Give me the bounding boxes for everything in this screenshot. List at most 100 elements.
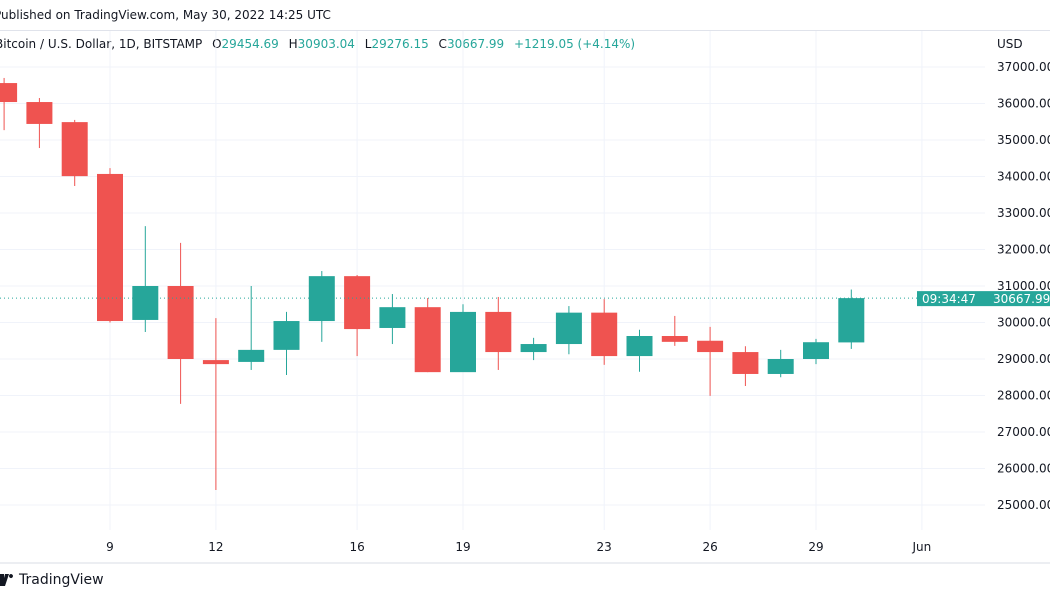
candle-body	[591, 312, 618, 357]
y-tick-label: 28000.00	[997, 389, 1050, 403]
x-tick-label: 29	[808, 540, 823, 554]
open-value: O29454.69	[212, 37, 279, 51]
y-tick-label: 26000.00	[997, 462, 1050, 476]
candle	[273, 311, 300, 376]
candle-body	[379, 307, 406, 328]
candle-body	[732, 352, 759, 374]
low-value: L29276.15	[365, 37, 429, 51]
y-tick-label: 37000.00	[997, 60, 1050, 74]
candle	[202, 318, 229, 491]
symbol-title: Bitcoin / U.S. Dollar, 1D, BITSTAMP	[0, 37, 203, 51]
candle-body	[308, 276, 335, 322]
candle-body	[132, 286, 159, 320]
candle-body	[414, 307, 441, 373]
candle-body	[555, 312, 582, 345]
candle	[838, 289, 865, 349]
candle	[555, 306, 582, 355]
candle	[132, 226, 159, 332]
candle-body	[167, 286, 194, 359]
candle-body	[97, 173, 123, 322]
candles	[0, 77, 865, 491]
candle	[450, 304, 476, 373]
y-tick-label: 29000.00	[997, 352, 1050, 366]
candle	[238, 286, 265, 370]
currency-label: USD	[997, 37, 1023, 51]
candle	[732, 346, 759, 387]
candle-body	[450, 311, 476, 373]
y-tick-label: 32000.00	[997, 243, 1050, 257]
x-tick-label: 23	[597, 540, 612, 554]
candle	[626, 329, 653, 372]
candle-body	[626, 336, 653, 357]
footer-divider	[0, 562, 1050, 564]
candle	[0, 77, 18, 131]
high-label: H	[288, 37, 298, 51]
x-tick-label: 16	[349, 540, 364, 554]
low-label: L	[364, 37, 372, 51]
x-tick-label: 19	[455, 540, 470, 554]
candle	[661, 315, 688, 346]
high-value: H30903.04	[289, 37, 355, 51]
open-number: 29454.69	[221, 37, 279, 51]
y-tick-label: 35000.00	[997, 133, 1050, 147]
candle-body	[520, 344, 547, 353]
y-tick-label: 36000.00	[997, 97, 1050, 111]
high-number: 30903.04	[297, 37, 355, 51]
candle	[26, 98, 53, 149]
open-label: O	[212, 37, 222, 51]
axes: 25000.00 26000.00 27000.00 28000.00 29000.00…	[0, 37, 1050, 554]
candle	[344, 275, 371, 357]
candle	[591, 299, 618, 365]
candle	[485, 296, 512, 370]
candle-body	[61, 122, 88, 177]
candle-body	[485, 311, 512, 353]
candle	[379, 294, 406, 345]
candle	[697, 326, 724, 396]
low-number: 29276.15	[371, 37, 429, 51]
y-tick-label: 25000.00	[997, 498, 1050, 512]
logo-text: TradingView	[19, 572, 104, 588]
y-tick-label: 30000.00	[997, 316, 1050, 330]
candle-body	[0, 83, 18, 103]
candle-body	[344, 276, 371, 330]
y-tick-label: 31000.00	[997, 279, 1050, 293]
candle	[414, 298, 441, 373]
published-note: Published on TradingView.com, May 30, 20…	[0, 8, 331, 22]
last-price-badge	[917, 291, 1050, 307]
ohlc-legend: Bitcoin / U.S. Dollar, 1D, BITSTAMP O294…	[0, 37, 641, 51]
x-tick-label: 26	[702, 540, 717, 554]
candle	[97, 168, 123, 323]
candle	[520, 337, 547, 361]
close-label: C	[438, 37, 447, 51]
y-tick-label: 33000.00	[997, 206, 1050, 220]
y-tick-label: 27000.00	[997, 425, 1050, 439]
candle-body	[273, 321, 300, 350]
candle-body	[26, 102, 53, 124]
countdown-label: 09:34:47	[922, 292, 976, 306]
x-tick-label: 9	[106, 540, 114, 554]
tradingview-logo-icon	[0, 574, 13, 586]
x-tick-label: Jun	[912, 540, 932, 554]
candle-body	[697, 340, 724, 353]
close-value: C30667.99	[439, 37, 505, 51]
x-tick-label: 12	[208, 540, 223, 554]
header-divider	[0, 30, 1050, 31]
last-price-label: 30667.99	[993, 292, 1050, 306]
candle-body	[661, 336, 688, 342]
tradingview-logo[interactable]: TradingView	[0, 572, 104, 588]
candle	[767, 349, 794, 378]
grid	[0, 31, 985, 530]
candle-body	[803, 342, 829, 359]
candle	[803, 338, 829, 365]
candle-body	[202, 360, 229, 365]
candle-body	[238, 349, 265, 362]
candle	[308, 271, 335, 342]
candle-body	[838, 298, 865, 343]
change-value: +1219.05 (+4.14%)	[514, 37, 636, 51]
candle	[61, 119, 88, 186]
close-number: 30667.99	[446, 37, 505, 51]
candle-body	[767, 359, 794, 374]
y-tick-label: 34000.00	[997, 170, 1050, 184]
candle	[167, 242, 194, 404]
